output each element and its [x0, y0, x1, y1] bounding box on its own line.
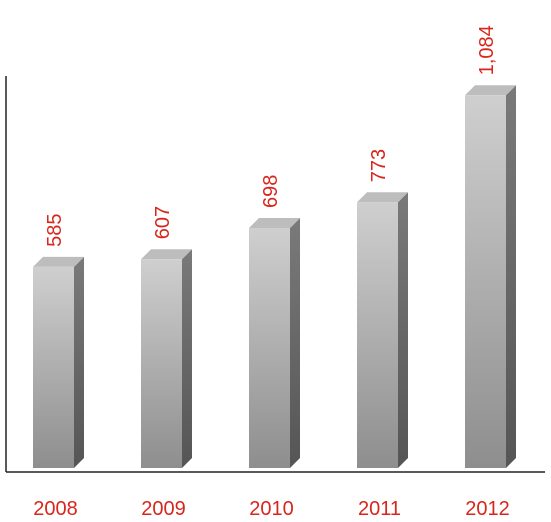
bar-front-2010 [249, 227, 290, 468]
bar-front-2011 [357, 202, 398, 469]
x-tick-label-2009: 2009 [141, 498, 186, 520]
bar-side-2011 [398, 192, 408, 469]
x-tick-label-2011: 2011 [358, 498, 401, 520]
bar-front-2009 [141, 259, 182, 468]
bar-top-2012 [465, 85, 516, 96]
bar-front-2008 [33, 266, 74, 468]
bar-2011 [357, 192, 408, 469]
bar-top-2008 [33, 256, 84, 267]
bar-top-2010 [249, 217, 300, 228]
data-label-2010: 698 [260, 175, 282, 208]
x-tick-label-2008: 2008 [33, 498, 78, 520]
data-label-2011: 773 [368, 149, 390, 182]
bar-side-2010 [290, 217, 300, 468]
bar-2008 [33, 256, 84, 468]
data-label-2009: 607 [152, 206, 174, 239]
x-tick-label-2012: 2012 [465, 498, 510, 520]
bar-front-2012 [465, 95, 506, 469]
x-tick-label-2010: 2010 [249, 498, 294, 520]
label-group: 585 2008 607 2009 698 2010 773 2011 1,084 2012 [33, 25, 510, 520]
data-label-2008: 585 [44, 213, 66, 246]
data-label-2012: 1,084 [476, 25, 498, 75]
bar-top-2011 [357, 192, 408, 203]
bar-side-2009 [182, 249, 192, 468]
bar-side-2012 [506, 85, 516, 469]
bar-2009 [141, 249, 192, 468]
bar-side-2008 [74, 256, 84, 468]
bar-group [33, 85, 516, 469]
bar-top-2009 [141, 249, 192, 260]
bar-2012 [465, 85, 516, 469]
bar-2010 [249, 217, 300, 468]
